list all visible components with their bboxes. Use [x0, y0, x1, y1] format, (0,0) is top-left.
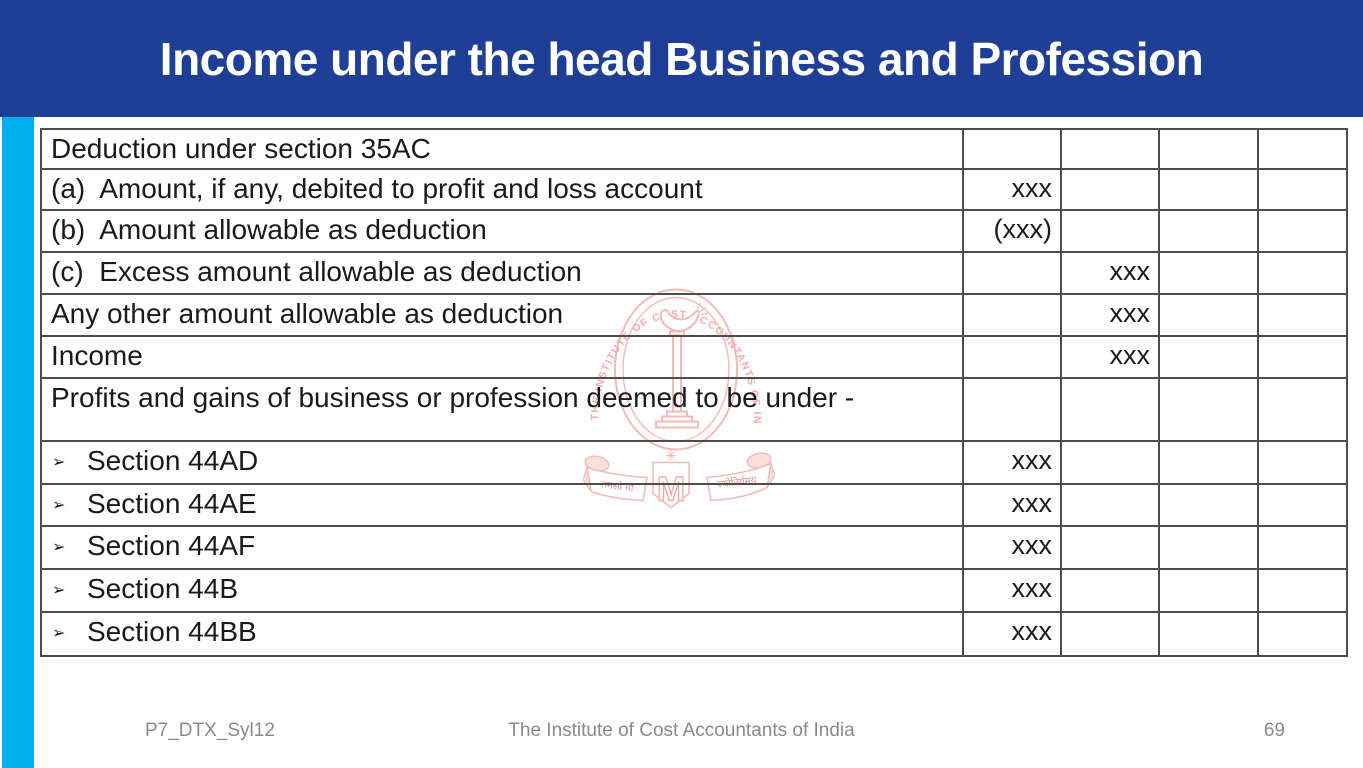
- amount-cell: [1257, 611, 1348, 657]
- amount-cell: [1158, 568, 1259, 613]
- table-row: ➢ Section 44AE xxx: [40, 483, 1348, 527]
- amount-cell: [1060, 525, 1160, 570]
- amount-cell: xxx: [962, 525, 1062, 570]
- amount-cell: [1257, 525, 1348, 570]
- amount-cell: [1257, 440, 1348, 485]
- row-label: ➢ Section 44B: [40, 568, 964, 613]
- amount-cell: xxx: [962, 483, 1062, 527]
- amount-cell: xxx: [962, 168, 1062, 211]
- amount-cell: [1158, 377, 1259, 442]
- amount-cell: [1060, 209, 1160, 253]
- amount-cell: [1060, 440, 1160, 485]
- amount-cell: [1060, 128, 1160, 170]
- table-row: ➢ Section 44B xxx: [40, 568, 1348, 613]
- row-label: (b) Amount allowable as deduction: [40, 209, 964, 253]
- amount-cell: [1257, 209, 1348, 253]
- arrow-bullet-icon: ➢: [52, 454, 66, 471]
- footer-page-number: 69: [1263, 720, 1285, 741]
- amount-cell: [1257, 377, 1348, 442]
- amount-cell: [962, 293, 1062, 337]
- table-row: (b) Amount allowable as deduction (xxx): [40, 209, 1348, 253]
- amount-cell: xxx: [1060, 293, 1160, 337]
- amount-cell: [1158, 525, 1259, 570]
- amount-cell: [1060, 611, 1160, 657]
- row-label: Profits and gains of business or profess…: [40, 377, 964, 442]
- row-label: Income: [40, 335, 964, 379]
- amount-cell: [1158, 483, 1259, 527]
- amount-cell: [1158, 209, 1259, 253]
- amount-cell: [1257, 335, 1348, 379]
- amount-cell: [1158, 611, 1259, 657]
- table-row: Profits and gains of business or profess…: [40, 377, 1348, 442]
- amount-cell: xxx: [1060, 335, 1160, 379]
- amount-cell: [1158, 128, 1259, 170]
- amount-cell: [1158, 251, 1259, 295]
- amount-cell: [1060, 483, 1160, 527]
- amount-cell: [1158, 335, 1259, 379]
- amount-cell: [1257, 168, 1348, 211]
- amount-cell: [1060, 568, 1160, 613]
- amount-cell: [1257, 293, 1348, 337]
- amount-cell: [1257, 568, 1348, 613]
- section-label: Section 44AD: [87, 445, 259, 476]
- amount-cell: [1060, 377, 1160, 442]
- table-row: Income xxx: [40, 335, 1348, 379]
- amount-cell: [962, 377, 1062, 442]
- amount-cell: [1158, 440, 1259, 485]
- slide-footer: P7_DTX_Syl12 The Institute of Cost Accou…: [0, 720, 1363, 748]
- amount-cell: xxx: [962, 440, 1062, 485]
- amount-cell: [1257, 483, 1348, 527]
- arrow-bullet-icon: ➢: [52, 539, 66, 556]
- amount-cell: [962, 128, 1062, 170]
- row-label: ➢ Section 44BB: [40, 611, 964, 657]
- row-label: ➢ Section 44AF: [40, 525, 964, 570]
- table-row: (c) Excess amount allowable as deduction…: [40, 251, 1348, 295]
- amount-cell: [1257, 251, 1348, 295]
- amount-cell: [962, 251, 1062, 295]
- footer-course-code: P7_DTX_Syl12: [145, 720, 275, 741]
- table-row: ➢ Section 44AD xxx: [40, 440, 1348, 485]
- table-row: Deduction under section 35AC: [40, 128, 1348, 170]
- section-label: Section 44BB: [87, 616, 257, 647]
- row-label: Any other amount allowable as deduction: [40, 293, 964, 337]
- footer-institute-name: The Institute of Cost Accountants of Ind…: [508, 720, 855, 741]
- amount-cell: [1158, 168, 1259, 211]
- amount-cell: [1060, 168, 1160, 211]
- row-label: ➢ Section 44AE: [40, 483, 964, 527]
- row-label: (c) Excess amount allowable as deduction: [40, 251, 964, 295]
- slide-header: Income under the head Business and Profe…: [0, 0, 1363, 117]
- amount-cell: [962, 335, 1062, 379]
- table-row: Any other amount allowable as deduction …: [40, 293, 1348, 337]
- amount-cell: xxx: [1060, 251, 1160, 295]
- table-row: (a) Amount, if any, debited to profit an…: [40, 168, 1348, 211]
- row-label: (a) Amount, if any, debited to profit an…: [40, 168, 964, 211]
- section-label: Section 44AF: [87, 530, 256, 561]
- amount-cell: xxx: [962, 611, 1062, 657]
- arrow-bullet-icon: ➢: [52, 497, 66, 514]
- accent-strip: [2, 117, 34, 768]
- section-label: Section 44AE: [87, 488, 257, 519]
- arrow-bullet-icon: ➢: [52, 625, 66, 642]
- arrow-bullet-icon: ➢: [52, 582, 66, 599]
- table-row: ➢ Section 44BB xxx: [40, 611, 1348, 657]
- row-label: Deduction under section 35AC: [40, 128, 964, 170]
- slide-title: Income under the head Business and Profe…: [159, 32, 1204, 85]
- section-label: Section 44B: [87, 573, 238, 604]
- amount-cell: [1158, 293, 1259, 337]
- amount-cell: (xxx): [962, 209, 1062, 253]
- table-row: ➢ Section 44AF xxx: [40, 525, 1348, 570]
- amount-cell: [1257, 128, 1348, 170]
- deduction-table: Deduction under section 35AC (a) Amount,…: [40, 128, 1348, 657]
- amount-cell: xxx: [962, 568, 1062, 613]
- row-label: ➢ Section 44AD: [40, 440, 964, 485]
